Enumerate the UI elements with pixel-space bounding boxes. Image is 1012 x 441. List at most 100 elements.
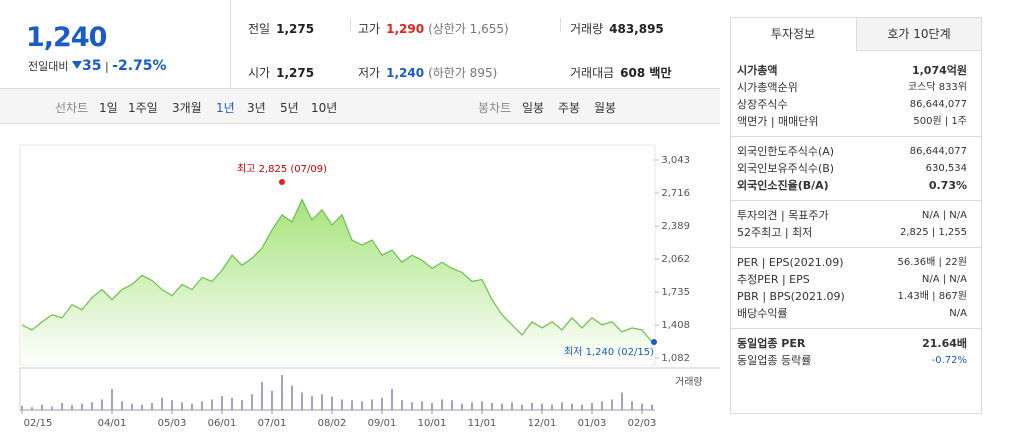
- volume-bar: [161, 397, 163, 410]
- info-row: PBR | BPS(2021.09) 1.43배 | 867원: [737, 288, 967, 305]
- period-tab[interactable]: 1주일: [128, 101, 158, 115]
- side-body: 시가총액 1,074억원 시가총액순위 코스닥 833위 상장주식수 86,644,077…: [731, 56, 981, 375]
- volume-bar: [241, 400, 243, 410]
- candle-tab[interactable]: 월봉: [594, 101, 617, 115]
- y-tick-label: 1,082: [661, 353, 690, 364]
- volume-bar: [421, 401, 423, 410]
- change-rate: -2.75%: [112, 58, 167, 74]
- separator: [560, 18, 561, 32]
- volume-bar: [341, 399, 343, 410]
- volume-bar: [211, 399, 213, 410]
- price-line: [21, 198, 653, 343]
- volume-bar: [381, 397, 383, 410]
- volume-bar: [71, 405, 73, 410]
- volume-bar: [601, 401, 603, 410]
- line-chart-label: 선차트: [55, 101, 89, 115]
- info-label: 추정PER | EPS: [737, 273, 810, 286]
- volume-bar: [391, 389, 393, 410]
- volume-bar: [271, 390, 273, 410]
- side-tab[interactable]: 호가 10단계: [856, 18, 981, 51]
- volume-bar: [181, 402, 183, 410]
- volume-bar: [151, 403, 153, 410]
- volume-bar: [201, 401, 203, 410]
- volume-bar: [291, 385, 293, 410]
- candle-tab[interactable]: 주봉: [558, 101, 581, 115]
- volume-bar: [21, 405, 23, 410]
- period-tab[interactable]: 1년: [216, 101, 235, 115]
- info-label: 투자의견 | 목표주가: [737, 209, 829, 222]
- x-tick-label: 01/03: [578, 418, 607, 429]
- info-label: 52주최고 | 최저: [737, 226, 813, 239]
- info-row: 시가총액순위 코스닥 833위: [737, 79, 967, 96]
- info-label: 배당수익률: [737, 307, 788, 320]
- y-tick-label: 2,389: [661, 221, 690, 232]
- info-row: 시가총액 1,074억원: [737, 62, 967, 79]
- period-bar: 선차트 1일 1주일 3개월 1년 3년 5년 10년 봉차트 일봉 주봉 월봉: [0, 89, 720, 124]
- summary-item: 거래대금 608 백만: [570, 64, 671, 81]
- y-tick-label: 2,062: [661, 254, 690, 265]
- volume-bar: [81, 403, 83, 410]
- volume-bar: [91, 402, 93, 410]
- volume-bar: [101, 399, 103, 410]
- side-tab[interactable]: 투자정보: [731, 18, 855, 50]
- candle-chart-label: 봉차트: [478, 101, 512, 115]
- period-tab[interactable]: 3개월: [172, 101, 202, 115]
- info-row: PER | EPS(2021.09) 56.36배 | 22원: [737, 254, 967, 271]
- y-tick-label: 1,735: [661, 287, 690, 298]
- volume-bar: [581, 404, 583, 410]
- info-row: 동일업종 등락률 -0.72%: [737, 352, 967, 369]
- info-section: 동일업종 PER 21.64배 동일업종 등락률 -0.72%: [731, 328, 981, 375]
- volume-bar: [651, 404, 653, 410]
- volume-bar: [321, 394, 323, 410]
- info-value: 630,534: [925, 163, 967, 174]
- summary-note: (하한가 895): [428, 66, 498, 80]
- info-row: 외국인한도주식수(A) 86,644,077: [737, 143, 967, 160]
- volume-bar: [281, 375, 283, 410]
- volume-bar: [621, 392, 623, 410]
- volume-label: 거래량: [675, 376, 703, 388]
- info-value: N/A | N/A: [921, 274, 967, 285]
- volume-bar: [641, 403, 643, 410]
- volume-bar: [311, 396, 313, 410]
- x-tick-label: 09/01: [368, 418, 397, 429]
- summary-label: 시가: [248, 66, 271, 80]
- period-tab[interactable]: 10년: [311, 101, 338, 115]
- info-section: 투자의견 | 목표주가 N/A | N/A 52주최고 | 최저 2,825 | 1,…: [731, 200, 981, 247]
- info-label: 외국인한도주식수(A): [737, 145, 835, 158]
- low-label: 최저 1,240 (02/15): [564, 346, 654, 358]
- summary-value: 1,275: [276, 66, 315, 80]
- info-value: 86,644,077: [909, 146, 967, 157]
- volume-bar: [441, 399, 443, 410]
- high-label: 최고 2,825 (07/09): [237, 163, 327, 175]
- info-label: 외국인보유주식수(B): [737, 162, 835, 175]
- summary-label: 고가: [358, 22, 381, 36]
- period-tab[interactable]: 5년: [280, 101, 299, 115]
- volume-bar: [461, 403, 463, 410]
- info-value: 1,074억원: [911, 64, 967, 77]
- x-tick-label: 06/01: [208, 418, 237, 429]
- info-label: PBR | BPS(2021.09): [737, 290, 845, 303]
- candle-tab[interactable]: 일봉: [522, 101, 545, 115]
- change-label: 전일대비: [28, 60, 69, 73]
- info-row: 52주최고 | 최저 2,825 | 1,255: [737, 224, 967, 241]
- summary-label: 저가: [358, 66, 381, 80]
- info-row: 외국인보유주식수(B) 630,534: [737, 160, 967, 177]
- volume-bar: [411, 402, 413, 410]
- volume-bar: [481, 401, 483, 410]
- volume-bar: [471, 402, 473, 410]
- period-tab[interactable]: 3년: [247, 101, 266, 115]
- info-label: 동일업종 PER: [737, 337, 806, 350]
- info-row: 액면가 | 매매단위 500원 | 1주: [737, 113, 967, 130]
- period-tab[interactable]: 1일: [99, 101, 118, 115]
- info-row: 외국인소진율(B/A) 0.73%: [737, 177, 967, 194]
- volume-bar: [61, 403, 63, 410]
- price-box: 1,240 전일대비 35 | -2.75%: [0, 0, 231, 88]
- summary-area: 1,240 전일대비 35 | -2.75% 전일 1,275 고가 1,290 (상한…: [0, 0, 720, 89]
- volume-bar: [571, 403, 573, 410]
- volume-bar: [541, 403, 543, 410]
- volume-bar: [41, 404, 43, 410]
- summary-value: 1,290: [386, 22, 425, 36]
- info-label: 시가총액: [737, 64, 778, 77]
- volume-bar: [521, 404, 523, 410]
- volume-bar: [501, 403, 503, 410]
